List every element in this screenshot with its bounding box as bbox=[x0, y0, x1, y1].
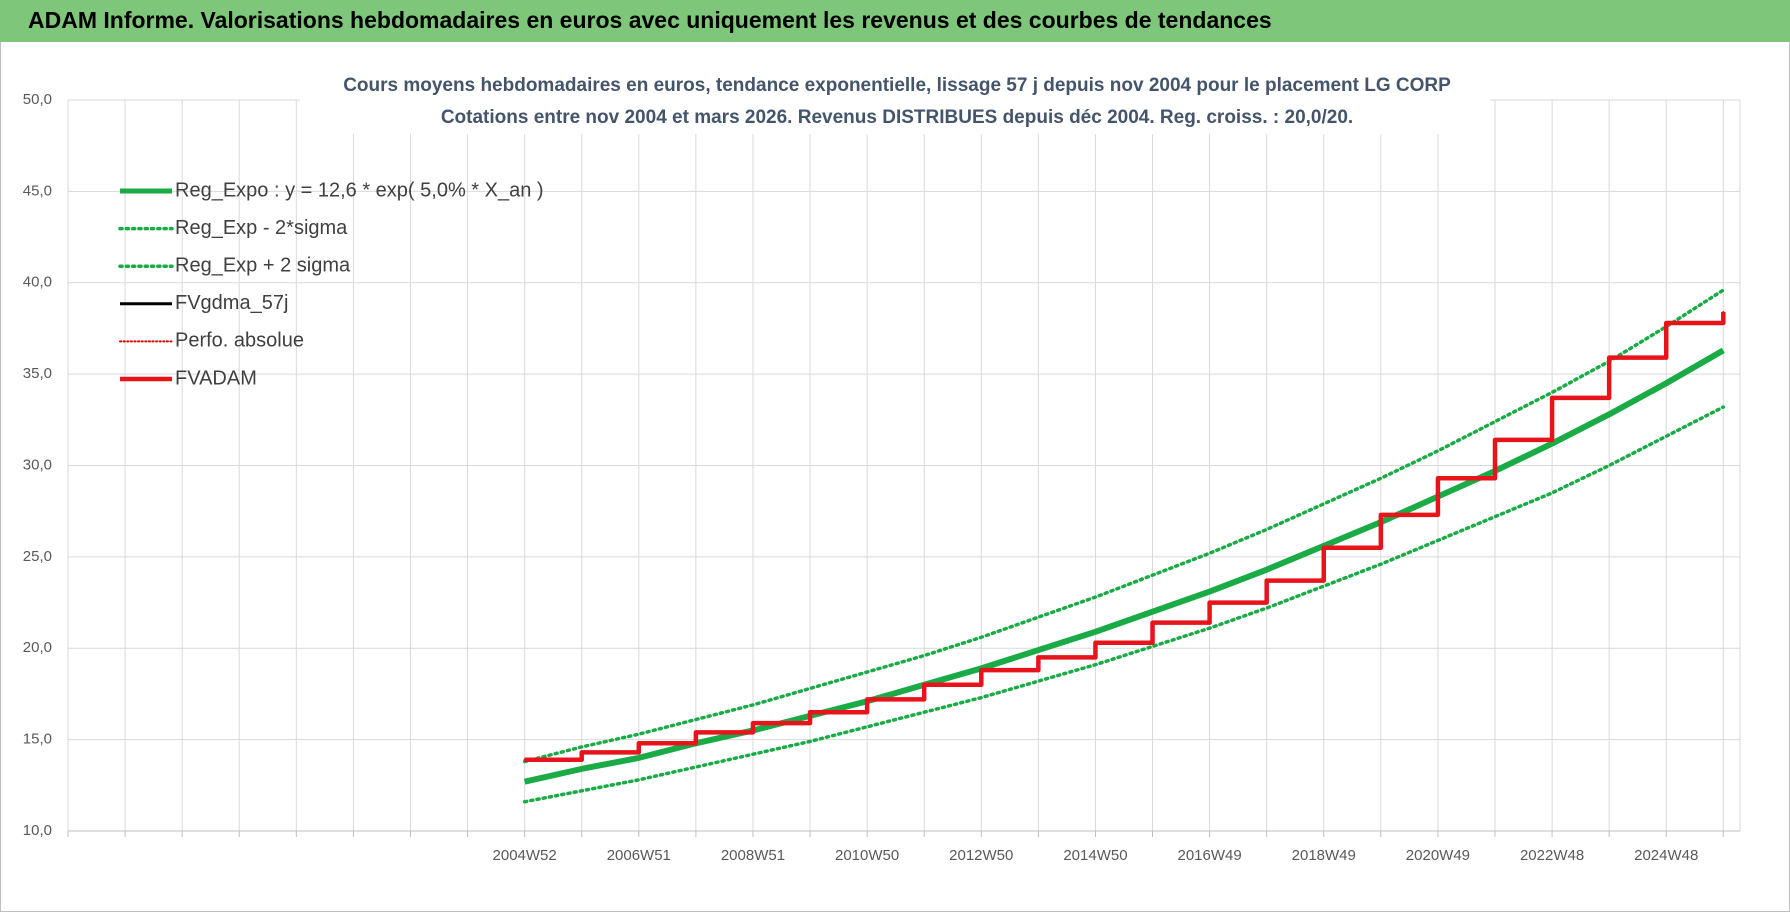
legend-label: Reg_Exp - 2*sigma bbox=[175, 217, 348, 239]
series-line bbox=[523, 347, 1725, 785]
y-tick-label: 30,0 bbox=[23, 456, 52, 473]
y-tick-label: 50,0 bbox=[23, 91, 52, 108]
title-box bbox=[300, 66, 1490, 134]
x-tick-label: 2006W51 bbox=[607, 847, 671, 864]
y-tick-label: 20,0 bbox=[23, 639, 52, 656]
series-line bbox=[524, 311, 1726, 762]
x-tick-label: 2004W52 bbox=[493, 847, 557, 864]
y-tick-label: 25,0 bbox=[23, 548, 52, 565]
legend-label: FVgdma_57j bbox=[175, 292, 288, 314]
y-tick-label: 45,0 bbox=[23, 182, 52, 199]
legend-label: Perfo. absolue bbox=[175, 330, 304, 352]
x-tick-label: 2018W49 bbox=[1292, 847, 1356, 864]
x-tick-label: 2022W48 bbox=[1520, 847, 1584, 864]
x-tick-label: 2010W50 bbox=[835, 847, 899, 864]
x-tick-label: 2012W50 bbox=[949, 847, 1013, 864]
x-tick-label: 2008W51 bbox=[721, 847, 785, 864]
y-tick-label: 35,0 bbox=[23, 365, 52, 382]
series-line bbox=[522, 288, 1726, 764]
chart-subtitle: Cotations entre nov 2004 et mars 2026. R… bbox=[441, 107, 1353, 128]
x-tick-label: 2020W49 bbox=[1406, 847, 1470, 864]
header-band bbox=[0, 0, 1790, 42]
y-tick-label: 10,0 bbox=[23, 822, 52, 839]
y-tick-label: 40,0 bbox=[23, 274, 52, 291]
series-line bbox=[522, 405, 1726, 804]
legend-label: Reg_Exp + 2 sigma bbox=[175, 254, 351, 276]
x-tick-label: 2014W50 bbox=[1063, 847, 1127, 864]
legend-label: FVADAM bbox=[175, 367, 257, 389]
page-title: ADAM Informe. Valorisations hebdomadaire… bbox=[28, 7, 1272, 33]
chart-title: Cours moyens hebdomadaires en euros, ten… bbox=[343, 75, 1451, 96]
x-tick-label: 2024W48 bbox=[1634, 847, 1698, 864]
y-tick-label: 15,0 bbox=[23, 731, 52, 748]
x-tick-label: 2016W49 bbox=[1177, 847, 1241, 864]
legend-label: Reg_Expo : y = 12,6 * exp( 5,0% * X_an ) bbox=[175, 179, 544, 201]
